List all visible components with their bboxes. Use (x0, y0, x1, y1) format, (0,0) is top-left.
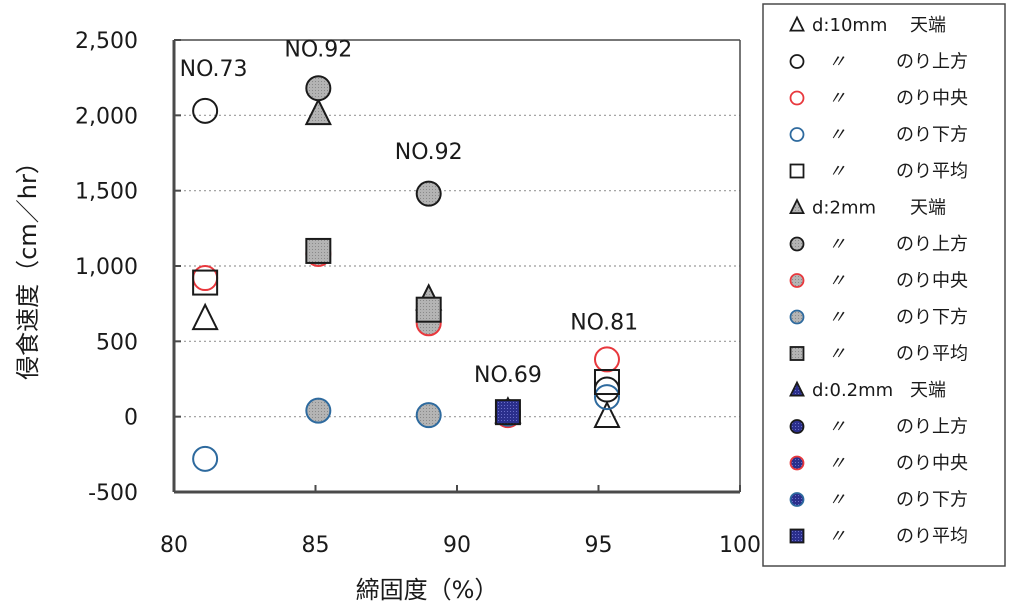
legend-position-label: のり上方 (896, 52, 968, 73)
x-tick-label: 100 (719, 533, 761, 558)
legend-ditto-mark: 〃 (828, 526, 846, 547)
legend-position-label: のり平均 (896, 526, 968, 547)
legend-position-label: のり平均 (896, 161, 968, 182)
data-point-circle (306, 76, 330, 100)
legend-position-label: 天端 (910, 198, 946, 219)
legend-ditto-mark: 〃 (828, 344, 846, 365)
legend-size-label: d:0.2mm (812, 380, 893, 401)
point-annotations: NO.73 NO.92 NO.92 NO.69 NO.81 (180, 38, 638, 388)
legend-marker-circle (791, 238, 804, 251)
legend-ditto-mark: 〃 (828, 271, 846, 292)
x-axis-title: 締固度（%） (356, 576, 499, 604)
legend-ditto-mark: 〃 (828, 88, 846, 109)
data-point-circle (595, 347, 619, 371)
legend-ditto-mark: 〃 (828, 453, 846, 474)
legend-position-label: のり下方 (896, 490, 968, 511)
legend-position-label: のり上方 (896, 234, 968, 255)
data-point-triangle (193, 305, 217, 329)
x-tick-label: 85 (302, 533, 330, 558)
point-annotation: NO.92 (395, 140, 463, 165)
y-tick-label: 1,000 (75, 255, 138, 280)
y-tick-label: 1,500 (75, 180, 138, 205)
legend-marker-circle (791, 493, 804, 506)
point-annotation: NO.69 (474, 363, 542, 388)
point-annotation: NO.92 (284, 38, 352, 63)
legend-item: d:10mm 天端 (791, 15, 947, 36)
data-point-circle (417, 403, 441, 427)
data-point-square (417, 298, 441, 322)
x-tick-labels: 80 85 90 95 100 (160, 533, 761, 558)
legend-ditto-mark: 〃 (828, 52, 846, 73)
legend-position-label: のり上方 (896, 417, 968, 438)
x-tick-label: 95 (585, 533, 613, 558)
legend-marker-circle (791, 420, 804, 433)
x-tick-label: 80 (160, 533, 188, 558)
y-tick-label: -500 (88, 481, 138, 506)
data-point-circle (193, 447, 217, 471)
y-tick-label: 2,000 (75, 104, 138, 129)
legend-item: d:0.2mm 天端 (791, 380, 947, 401)
y-tick-label: 0 (124, 406, 138, 431)
data-point-circle (193, 99, 217, 123)
y-axis-title: 侵食速度（cm／hr） (14, 150, 42, 380)
data-point-square (306, 239, 330, 263)
legend-marker-square (791, 347, 804, 360)
y-tick-label: 500 (96, 330, 138, 355)
legend-marker-square (791, 530, 804, 543)
legend-ditto-mark: 〃 (828, 417, 846, 438)
legend-size-label: d:10mm (812, 15, 887, 36)
legend-size-label: d:2mm (812, 198, 876, 219)
y-tick-label: 2,500 (75, 29, 138, 54)
point-annotation: NO.81 (570, 310, 638, 335)
data-markers (193, 76, 619, 471)
legend-position-label: のり下方 (896, 307, 968, 328)
legend-position-label: 天端 (910, 15, 946, 36)
legend-position-label: 天端 (910, 380, 946, 401)
data-point-triangle (306, 100, 330, 124)
data-point-circle (306, 399, 330, 423)
legend-item: d:2mm 天端 (791, 198, 947, 219)
legend-ditto-mark: 〃 (828, 234, 846, 255)
point-annotation: NO.73 (180, 57, 248, 82)
legend-marker-circle (791, 457, 804, 470)
legend-position-label: のり中央 (896, 453, 968, 474)
y-tick-labels: -500 0 500 1,000 1,500 2,000 2,500 (75, 29, 138, 506)
legend-position-label: のり中央 (896, 88, 968, 109)
legend-position-label: のり下方 (896, 125, 968, 146)
data-point-square (496, 400, 520, 424)
legend-marker-circle (791, 311, 804, 324)
legend-ditto-mark: 〃 (828, 125, 846, 146)
legend-ditto-mark: 〃 (828, 161, 846, 182)
legend-ditto-mark: 〃 (828, 490, 846, 511)
legend-ditto-mark: 〃 (828, 307, 846, 328)
legend-position-label: のり平均 (896, 344, 968, 365)
legend-marker-circle (791, 274, 804, 287)
x-tick-label: 90 (443, 533, 471, 558)
data-point-circle (417, 182, 441, 206)
legend-position-label: のり中央 (896, 271, 968, 292)
